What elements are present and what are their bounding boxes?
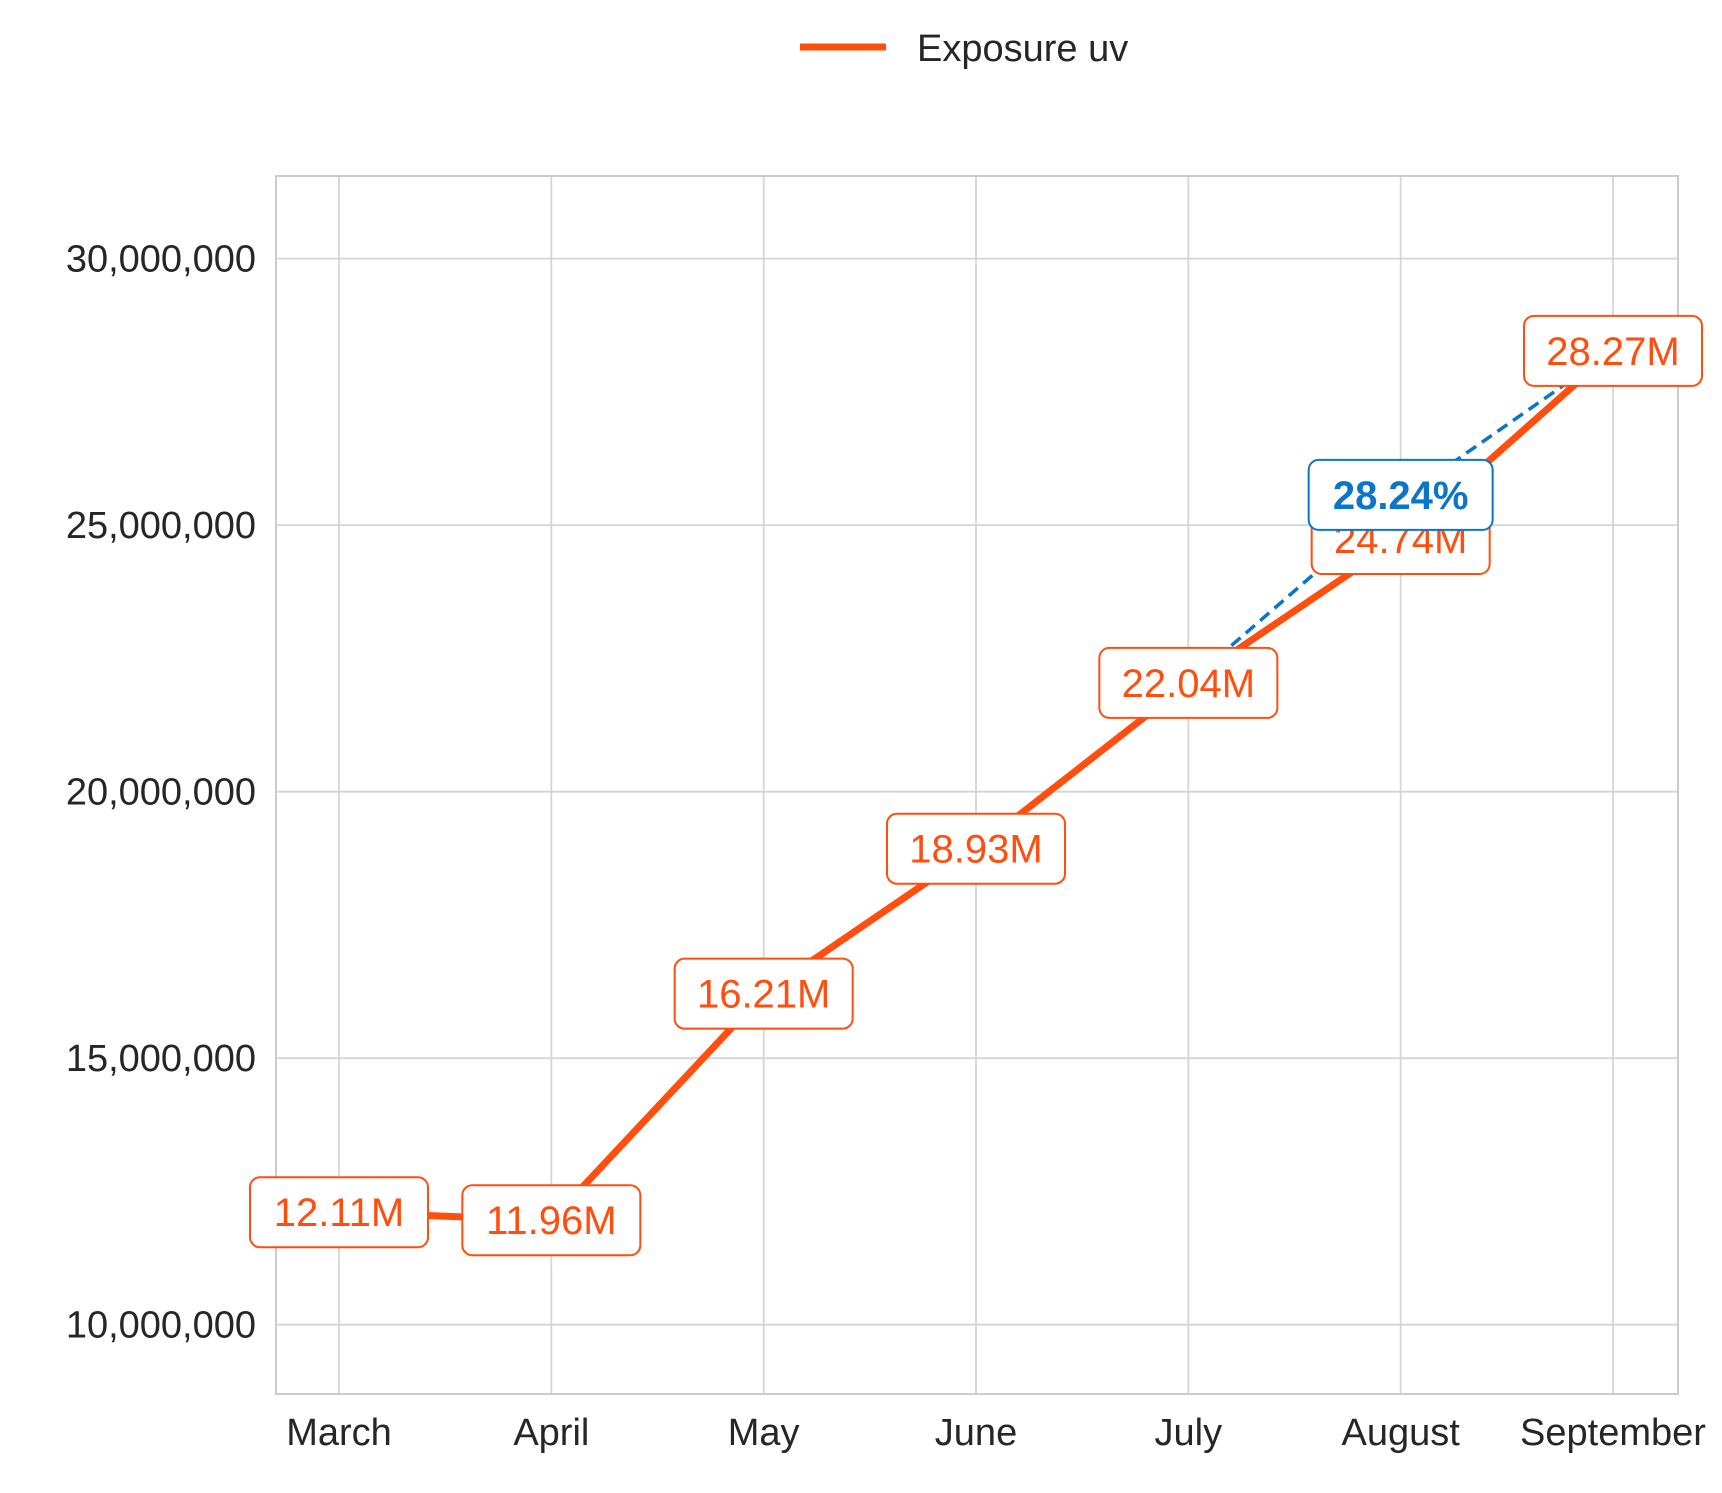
data-label: 16.21M [673,957,854,1030]
data-label-text: 16.21M [697,973,830,1017]
data-label: 22.04M [1098,646,1279,719]
data-label-text: 11.96M [486,1199,616,1243]
data-label: 28.27M [1523,314,1703,387]
x-tick-label: March [286,1412,392,1454]
data-label-box [249,1176,429,1249]
data-label-box [1098,646,1279,719]
data-label-text: 28.27M [1546,330,1679,374]
label-layer: 12.11M 11.96M16.21M18.93M22.04M24.74M28.2… [249,314,1703,1257]
data-label-box [461,1184,642,1257]
data-label: 18.93M [886,812,1066,885]
data-label-box [673,957,854,1030]
growth-annotation-box [1307,458,1494,531]
data-label-text: 18.93M [909,828,1042,872]
x-tick-label: September [1520,1412,1706,1454]
x-tick-label: July [1155,1412,1223,1454]
data-label-box [1523,314,1703,387]
legend-label-exposure-uv: Exposure uv [917,28,1128,70]
data-label-box [886,812,1066,885]
data-label-text: 22.04M [1122,662,1255,706]
data-label-text: 12.11M [274,1191,404,1235]
x-tick-label: May [728,1412,800,1454]
y-tick-label: 30,000,000 [66,239,256,281]
data-label: 12.11M [249,1176,429,1249]
legend: Exposure uv [800,28,1128,70]
axis-layer: March April May June July August September 10,0… [66,175,1706,1454]
y-tick-label: 10,000,000 [66,1305,256,1347]
data-label: 11.96M [461,1184,642,1257]
x-tick-label: April [513,1412,589,1454]
y-tick-label: 25,000,000 [66,505,256,547]
plot-frame [275,175,1679,1395]
x-tick-label: August [1342,1412,1461,1454]
growth-annotation-text: 28.24% [1333,474,1469,518]
y-tick-label: 20,000,000 [66,772,256,814]
y-tick-label: 15,000,000 [66,1038,256,1080]
growth-annotation: 28.24% [1307,458,1494,531]
x-tick-label: June [935,1412,1017,1454]
